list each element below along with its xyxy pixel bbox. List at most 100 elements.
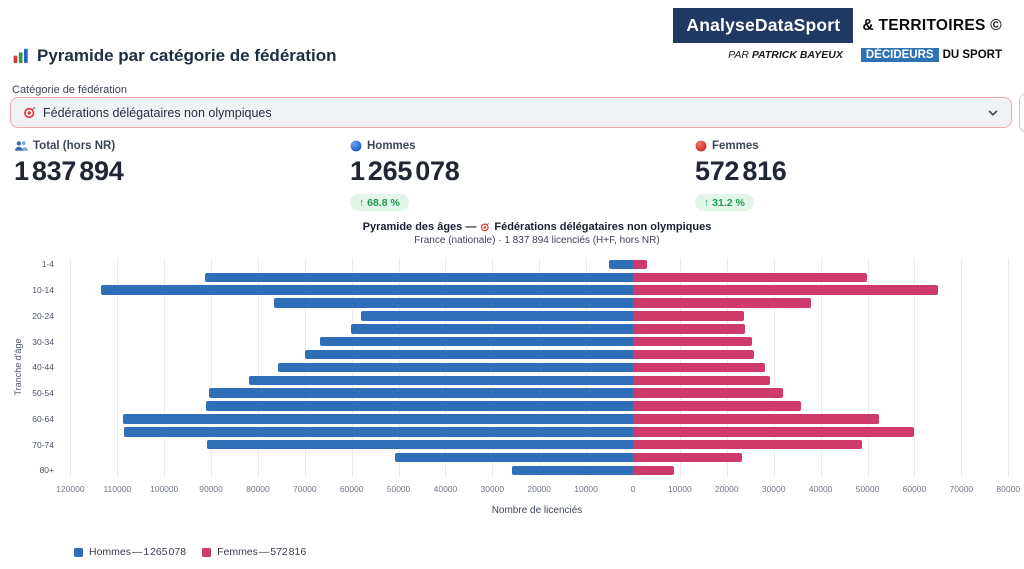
pyramid-row	[62, 297, 1012, 310]
byline-name: PATRICK BAYEUX	[751, 49, 843, 61]
chart-subtitle: France (nationale) · 1 837 894 licenciés…	[414, 235, 660, 246]
male-bar[interactable]	[350, 324, 633, 334]
male-bar[interactable]	[320, 336, 633, 347]
female-bar[interactable]	[632, 452, 742, 463]
female-bar[interactable]	[632, 311, 745, 321]
federation-select-value: Fédérations délégataires non olympiques	[43, 105, 272, 120]
female-bar[interactable]	[632, 414, 879, 424]
female-bar[interactable]	[632, 362, 766, 373]
x-tick-label: 30000	[761, 484, 786, 494]
gridline	[164, 258, 166, 477]
male-bar[interactable]	[122, 414, 633, 424]
pyramid-row	[62, 374, 1012, 387]
female-bar[interactable]	[632, 259, 647, 270]
x-tick-label: 60000	[339, 484, 364, 494]
female-bar[interactable]	[632, 336, 753, 347]
brand-logo: AnalyseDataSport	[673, 8, 854, 43]
x-tick-label: 120000	[56, 484, 85, 494]
age-label	[0, 425, 54, 438]
stat-total-value: 1 837 894	[14, 156, 124, 186]
male-bar[interactable]	[204, 272, 633, 283]
female-bar[interactable]	[632, 427, 914, 437]
x-tick-label: 10000	[574, 484, 598, 494]
stat-total: Total (hors NR) 1 837 894	[14, 140, 124, 187]
partial-right-control	[1019, 93, 1024, 133]
male-bar[interactable]	[248, 375, 633, 386]
female-bar[interactable]	[632, 298, 811, 308]
gridline	[211, 258, 213, 477]
male-bar[interactable]	[206, 401, 633, 411]
female-bar[interactable]	[632, 272, 867, 283]
female-bar[interactable]	[632, 324, 745, 334]
male-bar[interactable]	[305, 349, 633, 360]
federation-select[interactable]: Fédérations délégataires non olympiques	[10, 97, 1012, 128]
gridline	[867, 258, 869, 477]
legend-item[interactable]: Hommes — 1 265 078	[74, 546, 186, 558]
age-label	[0, 348, 54, 361]
x-tick-label: 40000	[433, 484, 458, 494]
age-label	[0, 451, 54, 464]
female-bar[interactable]	[632, 439, 862, 450]
female-bar[interactable]	[632, 465, 674, 476]
male-bar[interactable]	[101, 285, 633, 295]
stat-hommes-badge: ↑ 68.8 %	[350, 194, 409, 211]
byline: PAR PATRICK BAYEUX	[728, 49, 843, 61]
chart-title-suffix: Fédérations délégataires non olympiques	[494, 221, 712, 233]
legend: Hommes — 1 265 078 Femmes — 572 816	[74, 546, 306, 558]
page-title: Pyramide par catégorie de fédération	[37, 46, 337, 65]
pyramid-row	[62, 258, 1012, 271]
male-bar[interactable]	[206, 439, 633, 450]
pyramid-row	[62, 400, 1012, 413]
female-bar[interactable]	[632, 285, 939, 295]
male-bar[interactable]	[360, 311, 633, 321]
pyramid-rows	[62, 258, 1012, 477]
pyramid-row	[62, 271, 1012, 284]
stat-hommes-label: Hommes	[367, 140, 416, 152]
male-bar[interactable]	[273, 298, 633, 308]
female-bar[interactable]	[632, 349, 755, 360]
male-bar[interactable]	[209, 388, 633, 398]
pyramid-row	[62, 451, 1012, 464]
gridline	[70, 258, 72, 477]
pyramid-row	[62, 348, 1012, 361]
stat-femmes-value: 572 816	[695, 156, 787, 186]
pyramid-row	[62, 387, 1012, 400]
legend-item[interactable]: Femmes — 572 816	[202, 546, 306, 558]
male-bar[interactable]	[511, 465, 633, 476]
x-tick-label: 70000	[292, 484, 317, 494]
pyramid-row	[62, 438, 1012, 451]
pyramid-row	[62, 425, 1012, 438]
decideurs-suffix: DU SPORT	[942, 49, 1002, 61]
pyramid-row	[62, 413, 1012, 426]
female-bar[interactable]	[632, 401, 801, 411]
gridline	[773, 258, 775, 477]
age-label	[0, 271, 54, 284]
pyramid-row	[62, 361, 1012, 374]
stat-total-label: Total (hors NR)	[33, 140, 116, 152]
x-tick-label: 50000	[855, 484, 880, 494]
male-bar[interactable]	[124, 427, 633, 437]
gridline	[257, 258, 259, 477]
female-bar[interactable]	[632, 375, 771, 386]
pyramid-row	[62, 322, 1012, 335]
plot-area	[62, 258, 1012, 477]
age-label: 70-74	[32, 439, 54, 450]
legend-swatch	[202, 547, 212, 557]
age-label: 80+	[39, 465, 54, 476]
stat-femmes-label: Femmes	[712, 140, 759, 152]
pyramid-row	[62, 310, 1012, 323]
male-bar[interactable]	[278, 362, 633, 373]
y-axis-labels: 1-4 10-14 20-24 30-34 40-44 50-54 60-64 70-74 80…	[0, 258, 54, 477]
x-tick-label: 100000	[150, 484, 179, 494]
x-axis-ticks: 120000 110000 100000 90000 80000 70000 60000 50…	[56, 484, 1020, 496]
brand-block: AnalyseDataSport & TERRITOIRES © PAR PAT…	[673, 8, 1002, 62]
male-bar[interactable]	[395, 452, 633, 463]
male-bar[interactable]	[608, 259, 633, 270]
x-tick-label: 80000	[246, 484, 270, 494]
age-label: 60-64	[32, 413, 54, 424]
female-bar[interactable]	[632, 388, 783, 398]
stat-hommes-value: 1 265 078	[350, 156, 460, 186]
pyramid-row	[62, 284, 1012, 297]
legend-label: Femmes — 572 816	[217, 546, 307, 558]
